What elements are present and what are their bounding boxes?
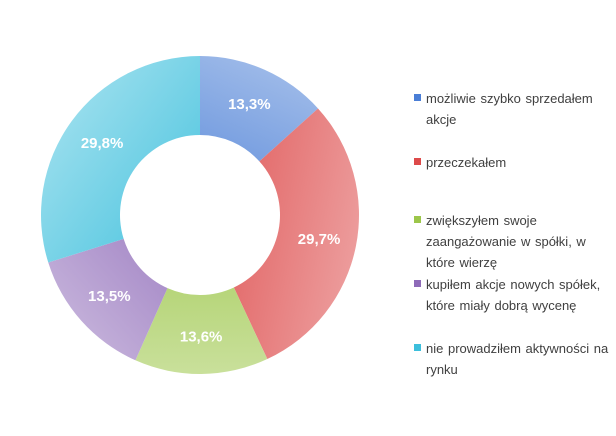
legend-label: możliwie szybko sprzedałem akcje [426,91,593,127]
slice-nie-prowadzilem-aktywnosci [40,56,201,263]
legend-label: kupiłem akcje nowych spółek, które miały… [426,277,601,313]
slice-przeczekalem [233,108,359,360]
slices [40,56,359,374]
legend-label: nie prowadziłem aktywności na rynku [426,341,609,377]
legend-swatch [414,216,421,223]
data-label-zwiekszylem-swoje-zaangazowanie: 13,6% [180,328,223,345]
data-label-kupilem-akcje-nowych: 13,5% [88,288,131,305]
legend-swatch [414,344,421,351]
slice-mozliwie-szybko-sprzedalem [200,56,319,162]
data-labels: 13,3% 29,7% 13,6% 13,5% 29,8% [81,96,341,346]
data-label-mozliwie-szybko-sprzedalem: 13,3% [228,96,271,113]
legend-swatch [414,94,421,101]
slice-zwiekszylem-swoje-zaangazowanie [135,287,268,374]
slice-kupilem-akcje-nowych [48,238,168,361]
legend-item-mozliwie-szybko-sprzedalem: możliwie szybko sprzedałem akcje [414,88,610,130]
legend-swatch [414,280,421,287]
legend-label: zwiększyłem swoje zaangażowanie w spółki… [426,213,586,270]
legend-item-przeczekalem: przeczekałem [414,152,610,173]
data-label-przeczekalem: 29,7% [298,231,341,248]
legend-item-zwiekszylem-swoje-zaangazowanie: zwiększyłem swoje zaangażowanie w spółki… [414,210,610,273]
legend-swatch [414,158,421,165]
legend-item-kupilem-akcje-nowych: kupiłem akcje nowych spółek, które miały… [414,274,610,316]
legend-item-nie-prowadzilem-aktywnosci: nie prowadziłem aktywności na rynku [414,338,610,380]
legend-label: przeczekałem [426,155,507,170]
data-label-nie-prowadzilem-aktywnosci: 29,8% [81,135,124,152]
